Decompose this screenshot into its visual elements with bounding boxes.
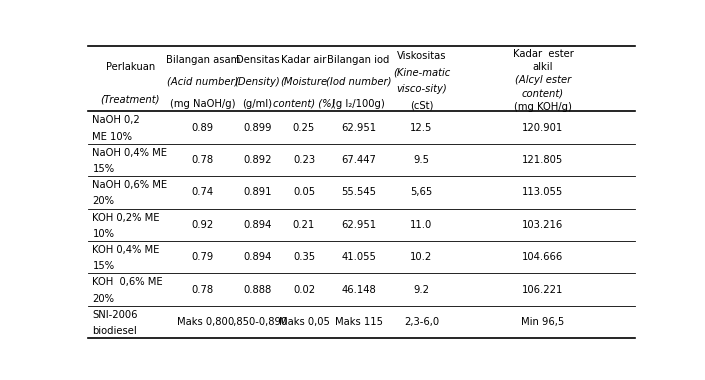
Text: 67.447: 67.447 (341, 155, 376, 165)
Text: biodiesel: biodiesel (92, 326, 137, 336)
Text: 0.74: 0.74 (192, 187, 214, 198)
Text: 46.148: 46.148 (341, 285, 376, 294)
Text: 0,850-0,890: 0,850-0,890 (228, 317, 288, 327)
Text: Densitas: Densitas (235, 55, 279, 65)
Text: KOH 0,2% ME: KOH 0,2% ME (92, 212, 160, 223)
Text: 0.25: 0.25 (293, 123, 315, 133)
Text: (Treatment): (Treatment) (101, 95, 160, 105)
Text: (g/ml): (g/ml) (243, 99, 273, 109)
Text: Perlakuan: Perlakuan (106, 62, 155, 72)
Text: 10.2: 10.2 (410, 252, 433, 262)
Text: alkil: alkil (533, 62, 553, 72)
Text: 41.055: 41.055 (341, 252, 376, 262)
Text: 12.5: 12.5 (410, 123, 433, 133)
Text: Maks 0,80: Maks 0,80 (178, 317, 228, 327)
Text: 0.02: 0.02 (293, 285, 315, 294)
Text: 0.78: 0.78 (192, 285, 214, 294)
Text: NaOH 0,2: NaOH 0,2 (92, 116, 140, 125)
Text: KOH  0,6% ME: KOH 0,6% ME (92, 277, 163, 287)
Text: 0.21: 0.21 (293, 220, 315, 230)
Text: 15%: 15% (92, 261, 115, 271)
Text: 20%: 20% (92, 196, 114, 206)
Text: 0.89: 0.89 (192, 123, 214, 133)
Text: 2,3-6,0: 2,3-6,0 (404, 317, 439, 327)
Text: 121.805: 121.805 (522, 155, 563, 165)
Text: content): content) (522, 89, 564, 99)
Text: 106.221: 106.221 (522, 285, 564, 294)
Text: 10%: 10% (92, 229, 114, 239)
Text: 55.545: 55.545 (341, 187, 376, 198)
Text: (mg KOH/g): (mg KOH/g) (514, 102, 572, 112)
Text: KOH 0,4% ME: KOH 0,4% ME (92, 245, 160, 255)
Text: 113.055: 113.055 (522, 187, 563, 198)
Text: (g I₂/100g): (g I₂/100g) (332, 99, 385, 109)
Text: NaOH 0,4% ME: NaOH 0,4% ME (92, 148, 168, 158)
Text: 15%: 15% (92, 164, 115, 174)
Text: Min 96,5: Min 96,5 (522, 317, 565, 327)
Text: NaOH 0,6% ME: NaOH 0,6% ME (92, 180, 168, 190)
Text: SNI-2006: SNI-2006 (92, 310, 138, 320)
Text: 0.79: 0.79 (192, 252, 214, 262)
Text: 9.2: 9.2 (413, 285, 429, 294)
Text: 0.894: 0.894 (243, 220, 271, 230)
Text: Maks 115: Maks 115 (335, 317, 383, 327)
Text: 0.23: 0.23 (293, 155, 315, 165)
Text: (Moisture: (Moisture (281, 77, 328, 87)
Text: 62.951: 62.951 (341, 220, 376, 230)
Text: 0.05: 0.05 (293, 187, 315, 198)
Text: 0.78: 0.78 (192, 155, 214, 165)
Text: 0.35: 0.35 (293, 252, 315, 262)
Text: (Alcyl ester: (Alcyl ester (515, 76, 571, 86)
Text: 0.894: 0.894 (243, 252, 271, 262)
Text: (Density): (Density) (235, 77, 281, 87)
Text: 120.901: 120.901 (522, 123, 563, 133)
Text: ME 10%: ME 10% (92, 131, 133, 141)
Text: (Iod number): (Iod number) (326, 77, 391, 87)
Text: 62.951: 62.951 (341, 123, 376, 133)
Text: 0.891: 0.891 (243, 187, 271, 198)
Text: Maks 0,05: Maks 0,05 (278, 317, 329, 327)
Text: Kadar  ester: Kadar ester (513, 49, 573, 59)
Text: 9.5: 9.5 (413, 155, 429, 165)
Text: Viskositas: Viskositas (397, 51, 446, 61)
Text: (Acid number): (Acid number) (167, 77, 238, 87)
Text: 5,65: 5,65 (410, 187, 433, 198)
Text: 0.892: 0.892 (243, 155, 271, 165)
Text: 20%: 20% (92, 293, 114, 304)
Text: content) (%): content) (%) (273, 99, 335, 109)
Text: 0.888: 0.888 (243, 285, 271, 294)
Text: 0.92: 0.92 (192, 220, 214, 230)
Text: 104.666: 104.666 (522, 252, 563, 262)
Text: (mg NaOH/g): (mg NaOH/g) (170, 99, 235, 109)
Text: (cSt): (cSt) (410, 101, 433, 111)
Text: (Kine-matic: (Kine-matic (393, 68, 450, 78)
Text: 0.899: 0.899 (243, 123, 271, 133)
Text: Bilangan asam: Bilangan asam (166, 55, 240, 65)
Text: visco-sity): visco-sity) (396, 84, 447, 94)
Text: Kadar air: Kadar air (281, 55, 326, 65)
Text: 103.216: 103.216 (522, 220, 563, 230)
Text: Bilangan iod: Bilangan iod (327, 55, 390, 65)
Text: 11.0: 11.0 (410, 220, 433, 230)
